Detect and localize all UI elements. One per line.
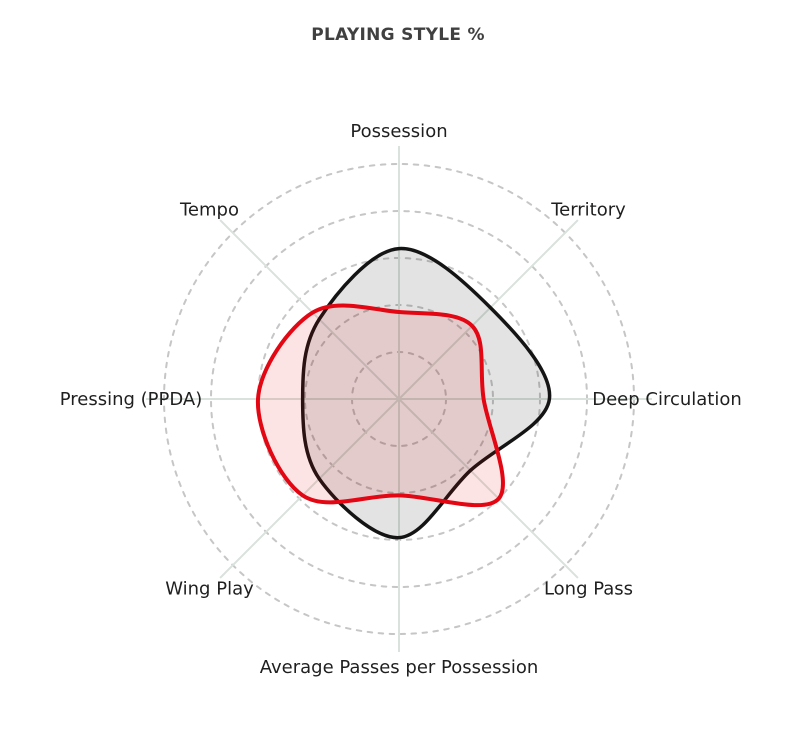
axis-label-pressing-ppda: Pressing (PPDA) (60, 389, 203, 410)
axis-label-long-pass: Long Pass (544, 578, 633, 599)
chart-title: PLAYING STYLE % (311, 25, 485, 45)
axis-label-deep-circulation: Deep Circulation (592, 389, 742, 410)
axis-label-territory: Territory (550, 199, 626, 220)
series-black-shape (300, 246, 552, 540)
axis-label-wing-play: Wing Play (165, 578, 254, 599)
axis-line-1 (398, 219, 579, 400)
axis-line-7 (219, 219, 400, 400)
axis-line-3 (398, 398, 579, 579)
axis-label-tempo: Tempo (179, 199, 239, 220)
axis-label-possession: Possession (350, 121, 447, 142)
axis-label-average-passes-per-possession: Average Passes per Possession (260, 657, 539, 678)
series-red-shape (255, 303, 505, 508)
axis-line-5 (219, 398, 400, 579)
